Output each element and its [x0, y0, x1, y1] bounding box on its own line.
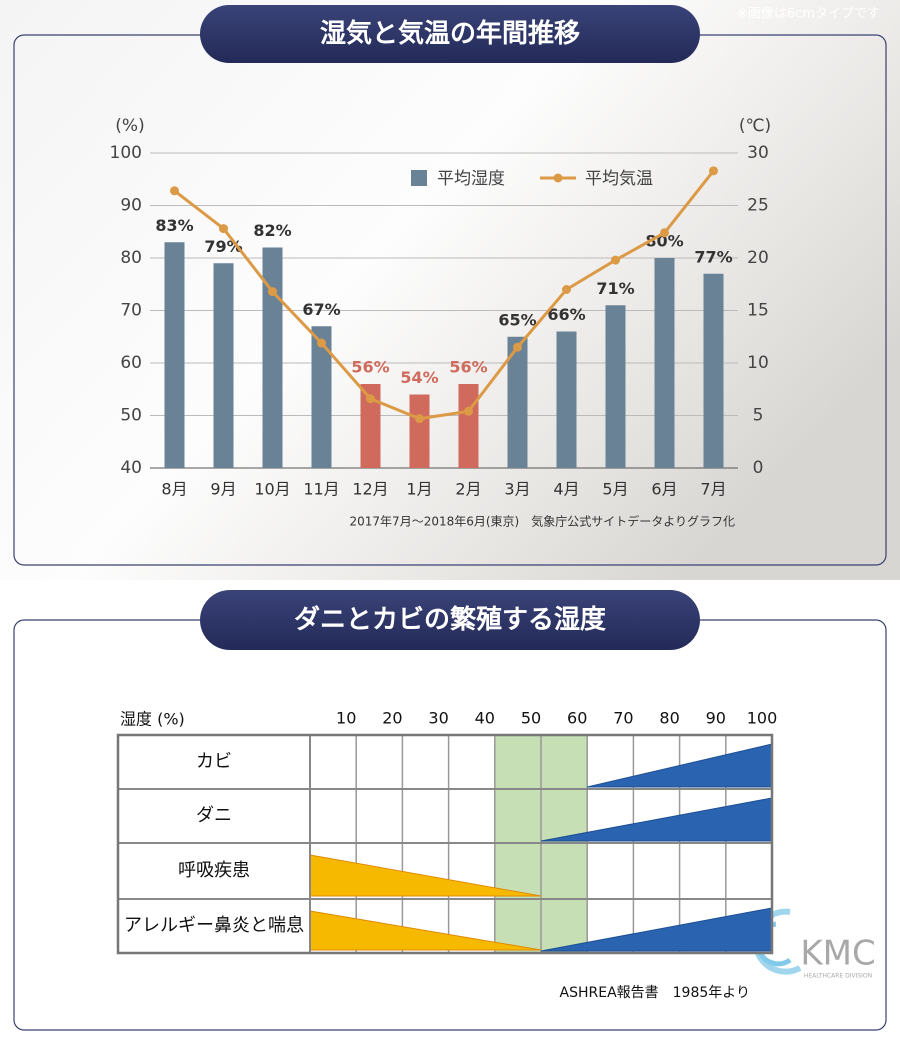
y2-axis-label: (℃) [739, 116, 771, 136]
heading: 湿気と気温の年間推移 [320, 18, 580, 49]
value-label: 77% [694, 247, 732, 266]
temperature-point [660, 228, 669, 238]
value-label: 67% [302, 300, 340, 319]
bar [164, 242, 185, 468]
table-source: ASHREA報告書 1985年より [560, 985, 751, 1001]
temperature-line [173, 169, 715, 421]
value-label: 66% [547, 305, 585, 324]
value-label: 65% [498, 310, 536, 329]
column-tick-label: 10 [336, 709, 356, 728]
x-tick-label: 8月 [161, 480, 187, 499]
x-tick-label: 2月 [455, 480, 481, 499]
temperature-point [611, 255, 620, 265]
value-label: 56% [351, 358, 389, 377]
chart-source: 2017年7月～2018年6月(東京) 気象庁公式サイトデータよりグラフ化 [350, 514, 735, 529]
y-tick-label: 50 [120, 406, 142, 426]
bar [409, 394, 430, 468]
column-tick-label: 60 [567, 709, 587, 728]
column-tick-label: 30 [428, 709, 448, 728]
temperature-point [268, 287, 277, 297]
column-tick-label: 80 [659, 709, 679, 728]
legend-label: 平均湿度 [437, 169, 505, 189]
bar [458, 384, 479, 468]
temperature-point [513, 342, 522, 352]
row-label: アレルギー鼻炎と喘息 [124, 915, 304, 936]
bar [654, 258, 675, 468]
bar [703, 273, 724, 468]
value-label: 54% [400, 368, 438, 387]
heading-pill [200, 5, 700, 63]
x-tick-label: 12月 [352, 480, 388, 499]
column-tick-label: 40 [475, 709, 495, 728]
y2-tick-label: 5 [753, 406, 764, 426]
y-tick-label: 100 [110, 143, 142, 163]
x-tick-label: 9月 [210, 480, 236, 499]
y-tick-label: 80 [120, 248, 142, 268]
bar [262, 247, 283, 468]
column-tick-label: 20 [382, 709, 402, 728]
y2-tick-label: 20 [747, 248, 769, 268]
bar [605, 305, 626, 468]
row-label: カビ [196, 751, 232, 772]
logo-subtitle: HEALTHCARE DIVISION [804, 973, 872, 980]
value-label: 56% [449, 358, 487, 377]
column-tick-label: 100 [747, 709, 778, 728]
temperature-point [170, 186, 179, 196]
x-tick-label: 6月 [651, 480, 677, 499]
table-border [116, 733, 774, 955]
value-label: 71% [596, 279, 634, 298]
y2-tick-label: 25 [747, 196, 769, 216]
x-tick-label: 3月 [504, 480, 530, 499]
y2-tick-label: 15 [747, 301, 769, 321]
x-tick-label: 4月 [553, 480, 579, 499]
heading: ダニとカビの繁殖する湿度 [294, 604, 606, 635]
y-tick-label: 60 [120, 353, 142, 373]
bar [213, 263, 234, 468]
column-tick-label: 50 [521, 709, 541, 728]
bar [311, 326, 332, 468]
y-tick-label: 40 [120, 458, 142, 478]
temperature-point [317, 338, 326, 348]
note: ※画像は6cmタイプです [737, 7, 880, 22]
bar [360, 384, 381, 468]
x-tick-label: 11月 [303, 480, 339, 499]
logo-name: KMC [800, 934, 875, 974]
y-tick-label: 90 [120, 196, 142, 216]
row-label: ダニ [196, 805, 232, 826]
value-label: 83% [155, 216, 193, 235]
y-axis-label: (%) [115, 116, 144, 136]
y2-tick-label: 30 [747, 143, 769, 163]
column-tick-label: 90 [706, 709, 726, 728]
axis-label: 湿度 (%) [120, 710, 185, 729]
row-label: 呼吸疾患 [178, 860, 250, 881]
legend-swatch [411, 170, 427, 186]
temperature-point [415, 414, 424, 424]
heading-pill [200, 590, 700, 650]
temperature-point [219, 224, 228, 234]
y2-tick-label: 10 [747, 353, 769, 373]
legend-dot [553, 173, 563, 183]
bar [556, 331, 577, 468]
temperature-point [366, 394, 375, 404]
column-tick-label: 70 [613, 709, 633, 728]
x-tick-label: 5月 [602, 480, 628, 499]
background-photo [0, 0, 900, 580]
value-label: 82% [253, 221, 291, 240]
temperature-point [562, 285, 571, 294]
temperature-point [709, 166, 718, 176]
x-tick-label: 1月 [406, 480, 432, 499]
bar [507, 336, 528, 468]
x-tick-label: 7月 [700, 480, 726, 499]
value-label: 80% [645, 232, 683, 251]
x-tick-label: 10月 [254, 480, 290, 499]
y-tick-label: 70 [120, 301, 142, 321]
temperature-point [464, 406, 473, 416]
legend-label: 平均気温 [585, 169, 653, 189]
y2-tick-label: 0 [753, 458, 764, 478]
